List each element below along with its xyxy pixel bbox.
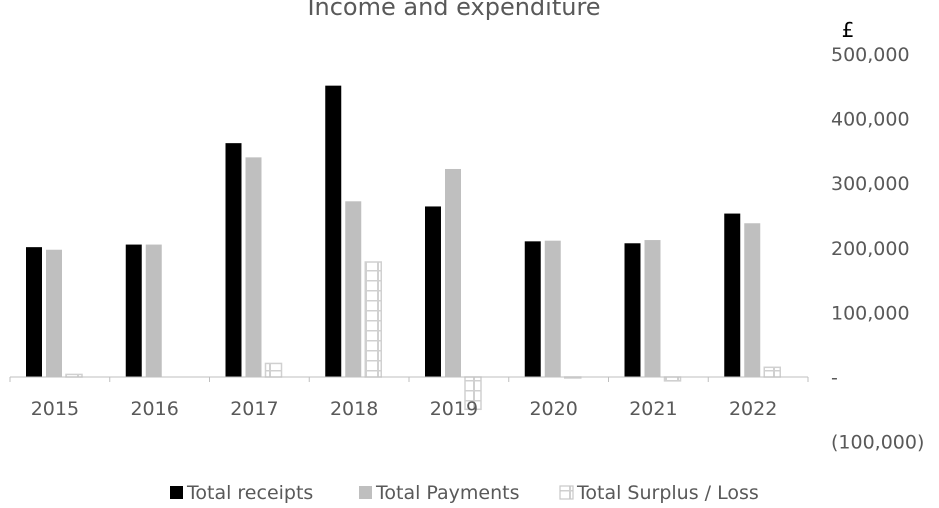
bar-total-surplus-loss-2017 (264, 362, 283, 378)
bar-total-receipts-2021 (624, 243, 641, 377)
bar-total-surplus-loss-2018 (364, 261, 382, 378)
bar-total-payments-2017 (245, 157, 262, 377)
x-tick-label: 2015 (31, 398, 79, 420)
bar-total-receipts-2017 (225, 143, 242, 377)
y-tick-label: 400,000 (831, 109, 910, 131)
bar-total-receipts-2022 (724, 213, 741, 377)
bar-total-payments-2021 (644, 240, 661, 377)
bar-total-receipts-2019 (425, 206, 441, 377)
bar-total-receipts-2016 (125, 244, 142, 377)
bar-total-payments-2022 (744, 223, 761, 377)
bar-total-payments-2016 (145, 244, 162, 377)
bar-total-payments-2015 (46, 249, 62, 377)
bar-total-surplus-loss-2021 (663, 376, 682, 382)
chart-title: Income and expenditure (307, 0, 600, 21)
x-tick-label: 2021 (629, 398, 677, 420)
legend-swatch (170, 486, 183, 499)
bar-total-surplus-loss-2022 (763, 366, 781, 378)
x-tick-label: 2017 (230, 398, 278, 420)
bar-total-payments-2019 (445, 168, 461, 377)
legend: Total receipts Total Payments Total Surplu… (170, 482, 759, 504)
x-tick-label: 2018 (330, 398, 378, 420)
y-tick-label: 300,000 (831, 173, 910, 195)
legend-swatch (559, 485, 574, 500)
legend-swatch (359, 486, 372, 499)
x-tick-label: 2016 (130, 398, 178, 420)
x-axis (9, 376, 809, 382)
bar-total-receipts-2018 (325, 85, 342, 378)
legend-label: Total Payments (375, 482, 520, 504)
y-axis-unit-label: £ (842, 18, 855, 42)
legend-label: Total receipts (186, 482, 313, 504)
y-tick-label: 100,000 (831, 302, 910, 324)
bar-total-receipts-2015 (26, 247, 42, 377)
x-tick-labels: 2015 2016 2017 2018 2019 2020 2021 2022 (31, 398, 778, 420)
y-tick-label: 500,000 (831, 44, 910, 66)
y-tick-label: (100,000) (831, 432, 924, 454)
bar-total-payments-2018 (345, 201, 362, 377)
bar-total-receipts-2020 (524, 241, 541, 377)
x-tick-label: 2022 (729, 398, 777, 420)
x-tick-label: 2020 (529, 398, 577, 420)
y-tick-label: 200,000 (831, 238, 910, 260)
y-tick-label: - (831, 367, 838, 389)
x-tick-label: 2019 (430, 398, 478, 420)
y-tick-labels: (100,000) - 100,000 200,000 300,000 400,000 50… (831, 44, 924, 454)
bars-layer (26, 85, 781, 411)
bar-total-payments-2020 (544, 240, 561, 377)
legend-label: Total Surplus / Loss (576, 482, 759, 504)
